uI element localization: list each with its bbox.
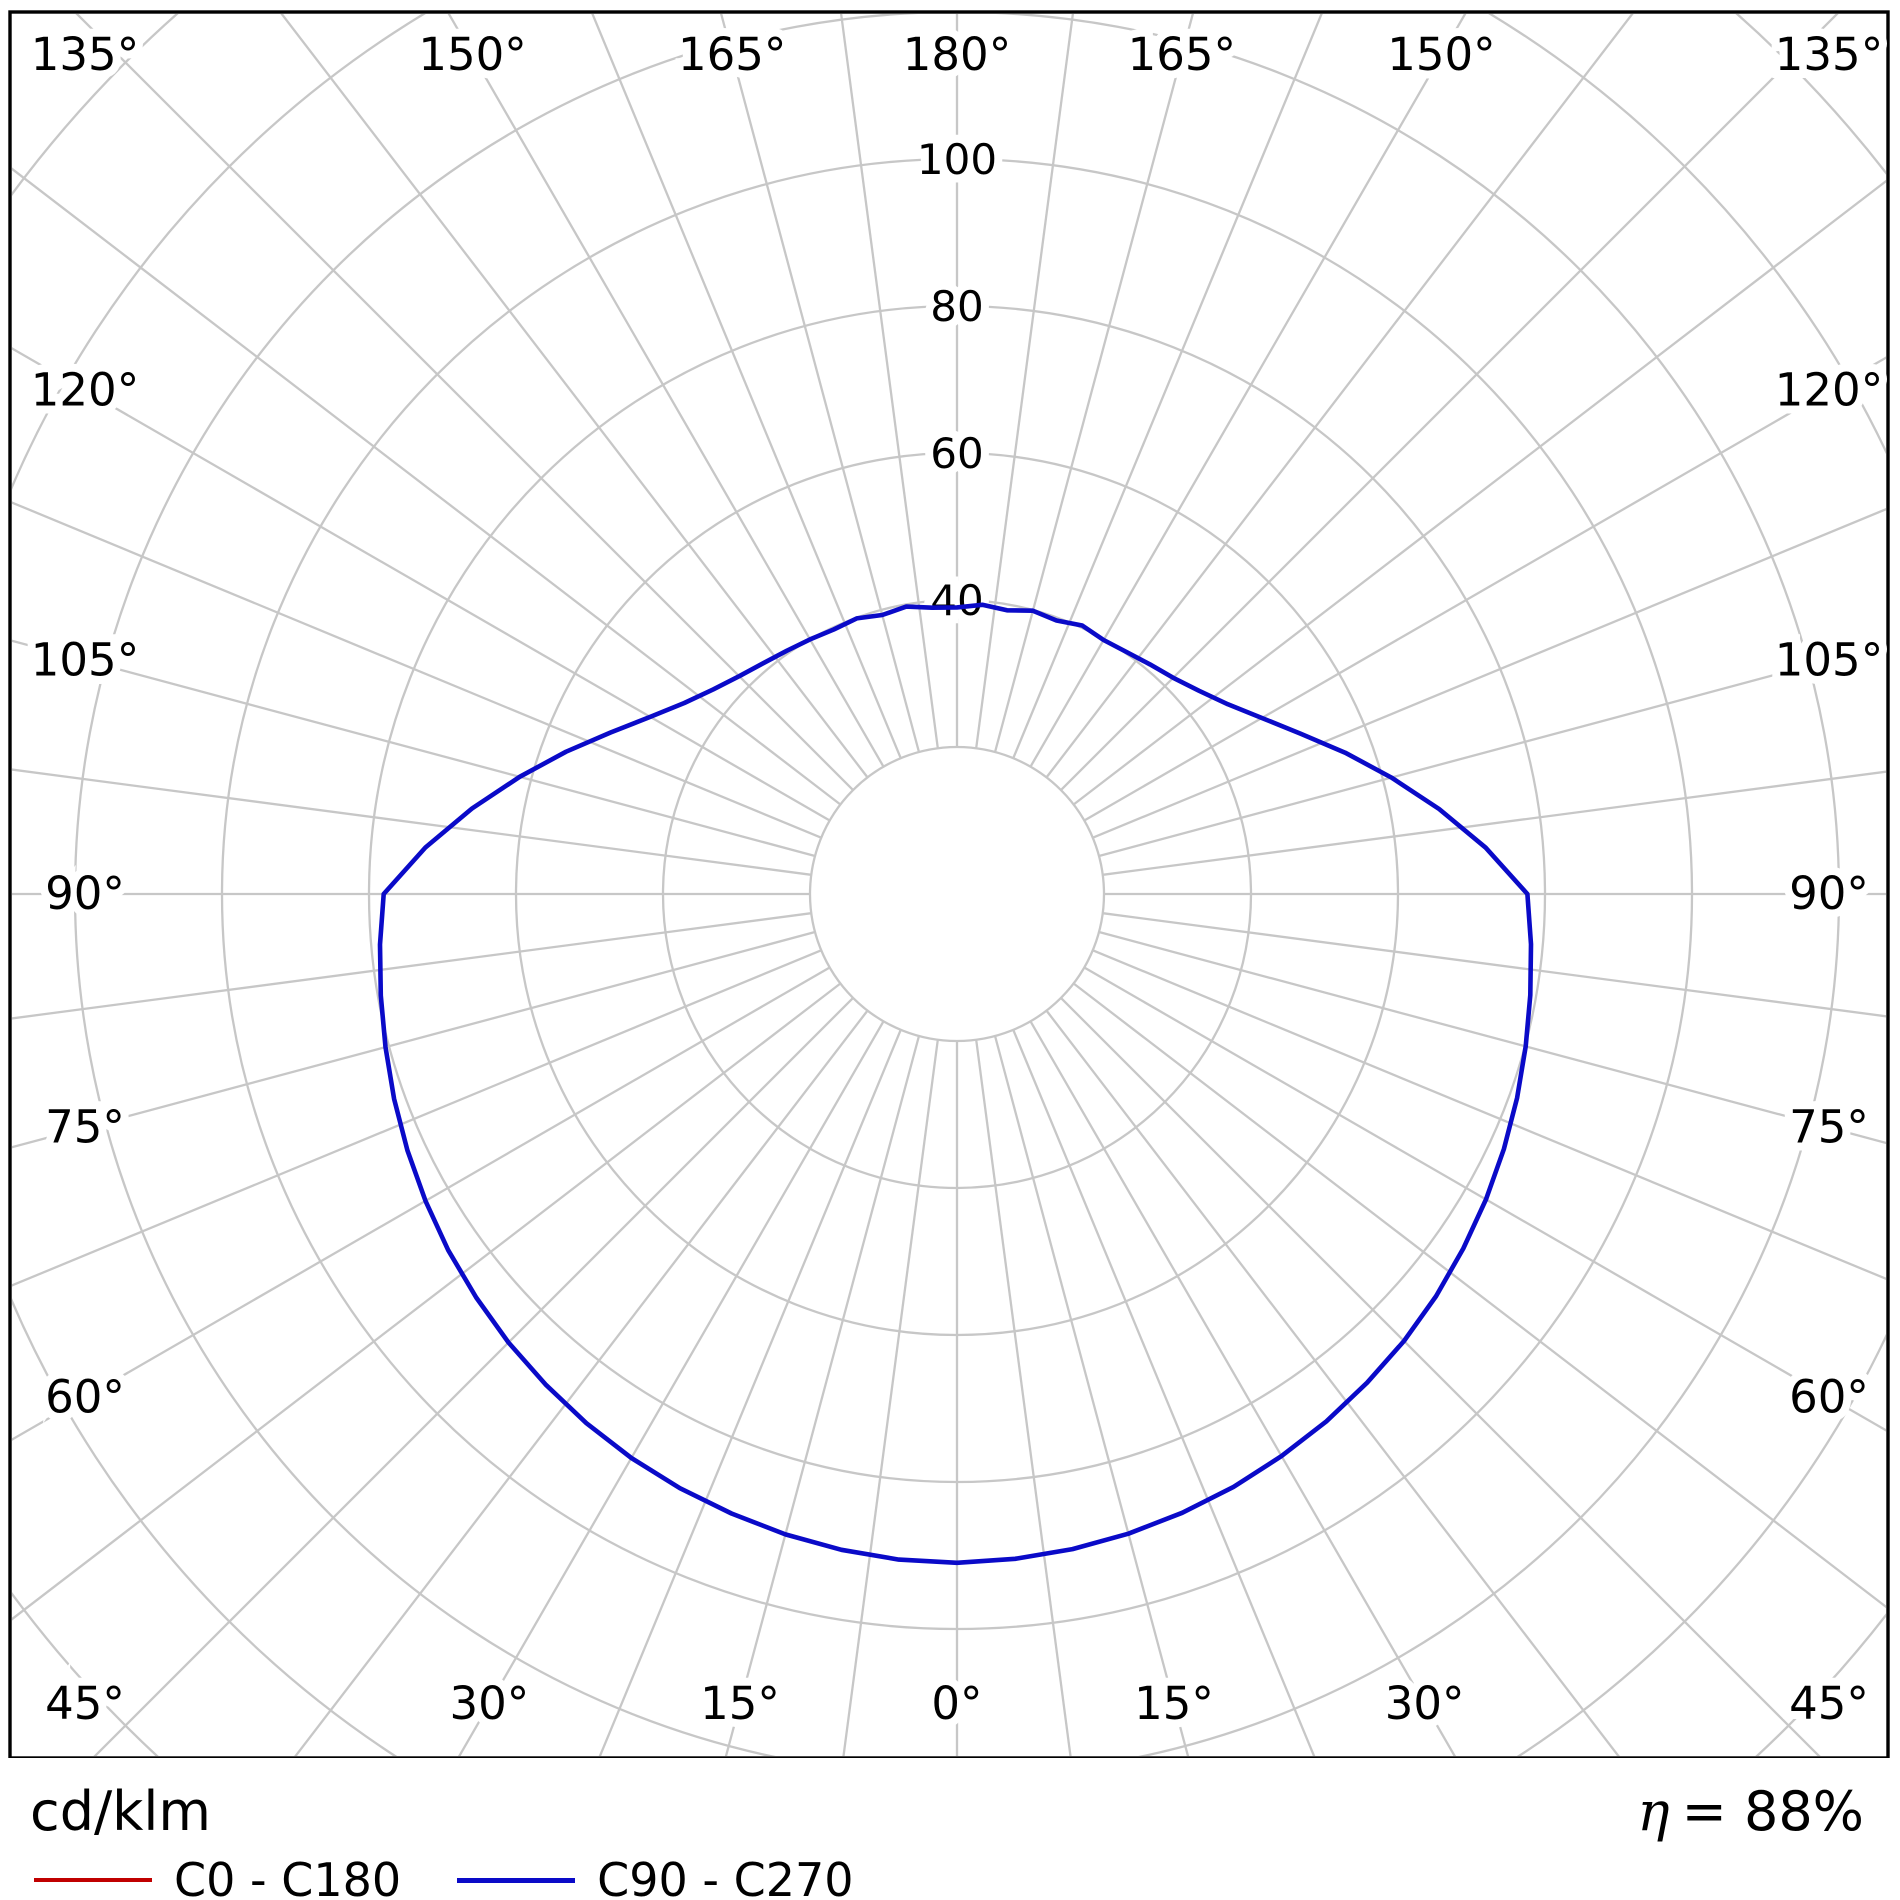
- chart-footer: cd/klm η = 88% C0 - C180 C90 - C270: [0, 1758, 1900, 1900]
- legend-item-c0-c180: C0 - C180: [34, 1853, 401, 1900]
- grid-spoke: [93, 997, 854, 1756]
- angle-label: 105°: [1775, 633, 1883, 686]
- angle-axis-labels: 0° 15° 15° 30° 30° 45° 45° 60° 60° 75° 75° 90° 90° 10…: [23, 20, 1891, 1738]
- footer-top-row: cd/klm η = 88%: [0, 1758, 1900, 1843]
- grid-spoke: [280, 14, 869, 779]
- radial-tick-label: 60: [930, 429, 983, 478]
- angle-label: 180°: [903, 28, 1011, 81]
- grid-spoke: [12, 912, 812, 1020]
- grid-spoke: [975, 1039, 1072, 1756]
- angle-label: 0°: [931, 1677, 982, 1730]
- angle-label: 90°: [45, 867, 125, 920]
- grid-spoke: [1102, 770, 1886, 876]
- grid-spoke: [12, 768, 812, 876]
- polar-grid: [0, 0, 1900, 1760]
- grid-spoke: [839, 14, 939, 749]
- angle-label: 15°: [1134, 1677, 1214, 1730]
- grid-spoke: [1029, 14, 1467, 768]
- grid-spoke: [12, 167, 842, 806]
- angle-label: 120°: [31, 364, 139, 417]
- angle-label: 150°: [1387, 28, 1495, 81]
- c0-c180-line-swatch: [34, 1878, 152, 1882]
- grid-spoke: [1045, 14, 1634, 779]
- grid-spoke: [12, 639, 816, 858]
- angle-label: 135°: [1775, 28, 1883, 81]
- legend-label-c0-c180: C0 - C180: [174, 1853, 402, 1900]
- legend-label-c90-c270: C90 - C270: [597, 1853, 854, 1900]
- grid-spoke: [1045, 1009, 1620, 1756]
- grid-spoke: [457, 1020, 885, 1756]
- grid-spoke: [12, 347, 831, 822]
- grid-spoke: [1083, 356, 1886, 822]
- angle-label: 45°: [1789, 1677, 1869, 1730]
- grid-spoke: [1012, 14, 1323, 759]
- legend-item-c90-c270: C90 - C270: [457, 1853, 854, 1900]
- legend: C0 - C180 C90 - C270: [0, 1853, 1900, 1900]
- grid-spoke: [1072, 179, 1886, 806]
- grid-spoke: [1092, 507, 1886, 839]
- curve-c90-c270: [377, 602, 1534, 1566]
- grid-spoke: [724, 1035, 921, 1756]
- angle-label: 135°: [31, 28, 139, 81]
- angle-label: 165°: [678, 28, 786, 81]
- radial-axis-labels: 40 60 80 100: [909, 127, 1005, 633]
- angle-label: 165°: [1128, 28, 1236, 81]
- grid-spoke: [842, 1039, 939, 1756]
- angle-label: 90°: [1789, 867, 1869, 920]
- efficiency-label: η = 88%: [1637, 1780, 1864, 1843]
- angle-label: 75°: [45, 1101, 125, 1154]
- plot-border: [8, 10, 1890, 1760]
- grid-spoke: [12, 949, 822, 1287]
- grid-ring: [0, 0, 1900, 1760]
- radial-tick-label: 40: [930, 576, 983, 625]
- angle-label: 105°: [31, 633, 139, 686]
- grid-spoke: [1060, 997, 1821, 1756]
- grid-spoke: [1098, 643, 1886, 858]
- radial-tick-label: 100: [917, 135, 997, 184]
- eta-symbol: η: [1637, 1780, 1670, 1843]
- grid-spoke: [1092, 949, 1886, 1281]
- grid-spoke: [975, 14, 1075, 749]
- grid-spoke: [447, 14, 885, 768]
- grid-spoke: [720, 14, 921, 753]
- angle-label: 120°: [1775, 364, 1883, 417]
- angle-label: 75°: [1789, 1101, 1869, 1154]
- grid-spoke: [598, 1029, 902, 1756]
- radial-tick-label: 80: [930, 282, 983, 331]
- grid-spoke: [591, 14, 902, 759]
- angle-label: 45°: [45, 1677, 125, 1730]
- grid-ring: [808, 745, 1106, 1043]
- grid-spoke: [1012, 1029, 1316, 1756]
- grid-spoke: [993, 14, 1194, 753]
- angle-label: 30°: [1385, 1677, 1465, 1730]
- grid-spoke: [1060, 14, 1839, 791]
- grid-spoke: [12, 930, 816, 1149]
- polar-chart: 40 60 80 100 0° 15° 15° 30° 30° 45° 45° 60° 60° 75° 75…: [0, 0, 1900, 1760]
- efficiency-value: = 88%: [1681, 1780, 1864, 1843]
- grid-spoke: [12, 982, 842, 1621]
- angle-label: 60°: [1789, 1370, 1869, 1423]
- c90-c270-line-swatch: [457, 1877, 576, 1883]
- grid-spoke: [75, 14, 854, 791]
- grid-spoke: [1083, 966, 1886, 1432]
- grid-spoke: [1029, 1020, 1457, 1756]
- unit-label: cd/klm: [30, 1780, 212, 1843]
- grid-ring: [12, 14, 1886, 1756]
- grid-ring: [12, 14, 1886, 1756]
- grid-spoke: [993, 1035, 1190, 1756]
- grid-spoke: [12, 966, 831, 1441]
- angle-label: 150°: [418, 28, 526, 81]
- grid-spoke: [294, 1009, 869, 1756]
- grid-spoke: [1098, 930, 1886, 1145]
- grid-spoke: [12, 501, 822, 839]
- grid-spoke: [1102, 912, 1886, 1018]
- angle-label: 60°: [45, 1370, 125, 1423]
- grid-spoke: [1072, 982, 1886, 1609]
- angle-label: 30°: [449, 1677, 529, 1730]
- angle-label: 15°: [700, 1677, 780, 1730]
